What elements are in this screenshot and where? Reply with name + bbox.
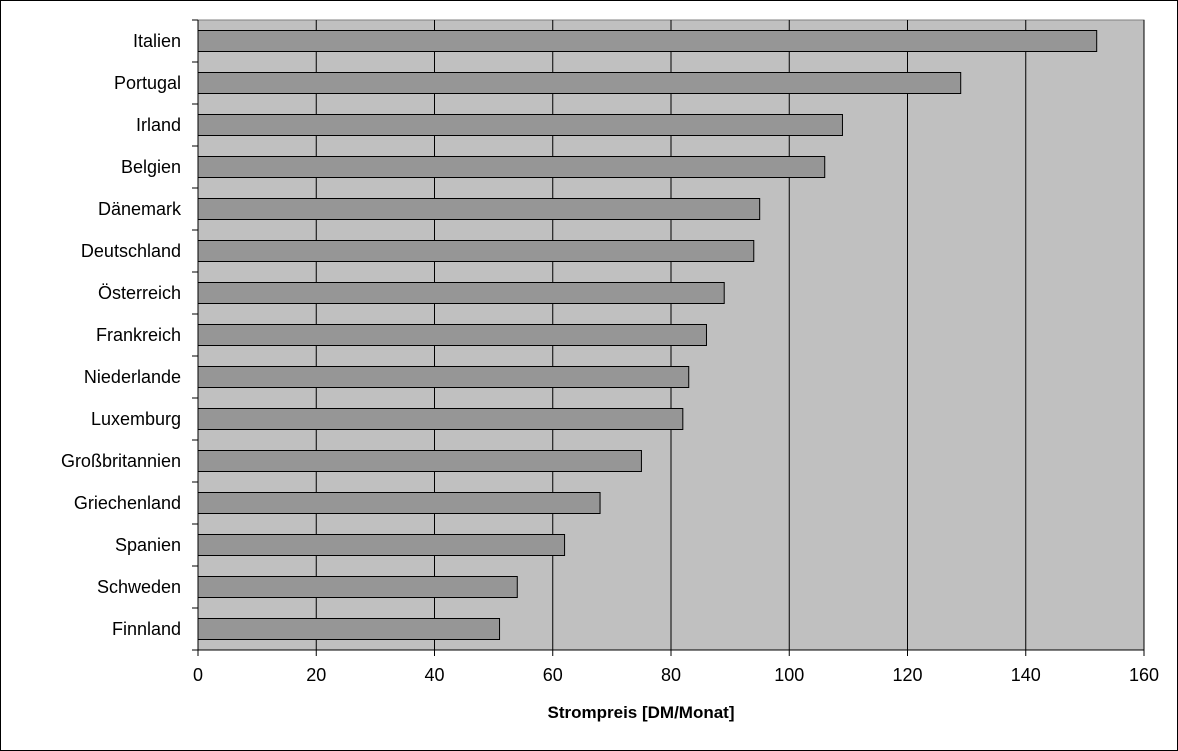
- category-label: Deutschland: [81, 241, 181, 261]
- bar: [197, 156, 826, 178]
- bar: [197, 576, 518, 598]
- x-tick-label: 0: [193, 665, 203, 685]
- category-label: Spanien: [115, 535, 181, 555]
- bar: [197, 324, 707, 346]
- x-tick-label: 60: [543, 665, 563, 685]
- bar: [197, 72, 962, 94]
- category-label: Irland: [136, 115, 181, 135]
- bar: [197, 240, 755, 262]
- category-label: Italien: [133, 31, 181, 51]
- category-labels: Italien Portugal Irland Belgien Dänemark Deut…: [61, 31, 182, 639]
- bar: [197, 114, 843, 136]
- axes: [192, 19, 1145, 656]
- category-label: Niederlande: [84, 367, 181, 387]
- x-tick-labels: 0 20 40 60 80 100 120 140 160: [193, 665, 1159, 685]
- category-label: Schweden: [97, 577, 181, 597]
- category-label: Finnland: [112, 619, 181, 639]
- x-tick-label: 120: [892, 665, 922, 685]
- bar: [197, 408, 684, 430]
- x-tick-label: 20: [306, 665, 326, 685]
- bars: [197, 30, 1098, 640]
- bar: [197, 30, 1098, 52]
- x-tick-label: 160: [1129, 665, 1159, 685]
- bar: [197, 366, 690, 388]
- category-label: Luxemburg: [91, 409, 181, 429]
- category-label: Großbritannien: [61, 451, 181, 471]
- category-label: Österreich: [98, 283, 181, 303]
- x-axis-title: Strompreis [DM/Monat]: [548, 703, 735, 722]
- x-tick-label: 100: [774, 665, 804, 685]
- bar: [197, 618, 501, 640]
- category-label: Frankreich: [96, 325, 181, 345]
- category-label: Belgien: [121, 157, 181, 177]
- bar: [197, 450, 642, 472]
- category-label: Dänemark: [98, 199, 182, 219]
- bar: [197, 198, 761, 220]
- bar: [197, 492, 601, 514]
- x-tick-label: 40: [424, 665, 444, 685]
- category-label: Portugal: [114, 73, 181, 93]
- bar: [197, 534, 566, 556]
- x-tick-label: 80: [661, 665, 681, 685]
- bar: [197, 282, 725, 304]
- x-tick-label: 140: [1011, 665, 1041, 685]
- category-label: Griechenland: [74, 493, 181, 513]
